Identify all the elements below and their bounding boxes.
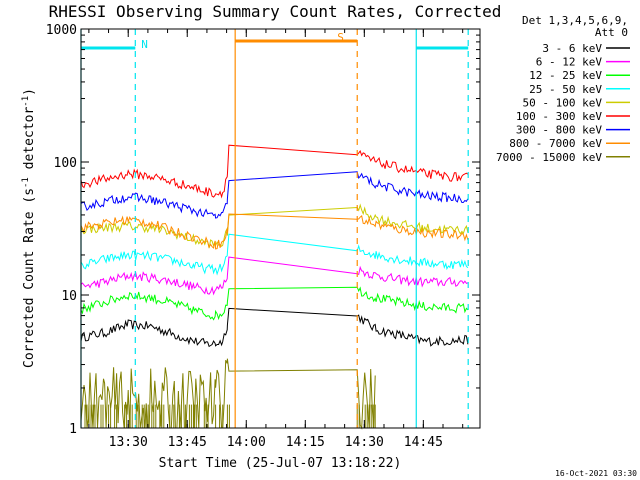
legend-label: 25 - 50 keV bbox=[529, 83, 602, 96]
legend-label: 300 - 800 keV bbox=[516, 124, 602, 137]
series-line-2 bbox=[80, 286, 469, 321]
x-tick-label: 13:30 bbox=[109, 435, 148, 450]
legend-label: 50 - 100 keV bbox=[523, 96, 603, 109]
y-axis-label-sup1: -1 bbox=[21, 177, 31, 188]
y-tick-label: 10 bbox=[61, 289, 77, 304]
observation-flags: NS bbox=[81, 31, 469, 51]
series-line-8 bbox=[80, 358, 376, 430]
plot-frame bbox=[80, 28, 481, 429]
timestamp: 16-Oct-2021 03:30 bbox=[555, 469, 637, 478]
y-axis-label-part2: detector bbox=[22, 107, 37, 178]
chart-title: RHESSI Observing Summary Count Rates, Co… bbox=[49, 2, 502, 21]
x-tick-label: 14:45 bbox=[404, 435, 443, 450]
series-line-4 bbox=[80, 203, 469, 249]
legend-label: 800 - 7000 keV bbox=[509, 137, 602, 150]
series-line-5 bbox=[80, 144, 469, 199]
y-tick-label: 1000 bbox=[46, 23, 77, 38]
y-axis-label-sup2: -1 bbox=[21, 96, 31, 107]
legend-header: Att 0 bbox=[595, 26, 628, 39]
y-tick-label: 1 bbox=[69, 422, 77, 437]
flag-label-0: N bbox=[141, 38, 148, 51]
y-axis-label: Corrected Count Rate (s-1 detector-1) bbox=[21, 88, 37, 368]
legend-label: 3 - 6 keV bbox=[542, 42, 602, 55]
x-axis-label: Start Time (25-Jul-07 13:18:22) bbox=[159, 456, 402, 471]
series-line-1 bbox=[80, 256, 469, 296]
series-line-7 bbox=[80, 213, 469, 250]
y-tick-label: 100 bbox=[54, 156, 77, 171]
x-tick-label: 14:00 bbox=[227, 435, 266, 450]
series-line-6 bbox=[80, 171, 469, 219]
x-axis: 13:30 13:45 14:00 14:15 14:30 14:45 bbox=[88, 29, 464, 450]
legend-label: 6 - 12 keV bbox=[536, 56, 603, 69]
y-axis-label-part3: ) bbox=[22, 88, 37, 96]
legend-header: Det 1,3,4,5,6,9, bbox=[522, 14, 628, 27]
legend-label: 12 - 25 keV bbox=[529, 69, 602, 82]
series-line-0 bbox=[80, 307, 469, 348]
series-line-3 bbox=[80, 233, 469, 276]
x-tick-label: 14:30 bbox=[345, 435, 384, 450]
legend-label: 100 - 300 keV bbox=[516, 110, 602, 123]
x-tick-label: 14:15 bbox=[286, 435, 325, 450]
legend-label: 7000 - 15000 keV bbox=[496, 151, 602, 164]
y-axis-label-part1: Corrected Count Rate (s bbox=[22, 188, 37, 368]
series-lines bbox=[80, 144, 469, 430]
y-axis: 1 10 100 1000 bbox=[46, 23, 480, 437]
x-tick-label: 13:45 bbox=[168, 435, 207, 450]
flag-label-1: S bbox=[337, 31, 344, 44]
